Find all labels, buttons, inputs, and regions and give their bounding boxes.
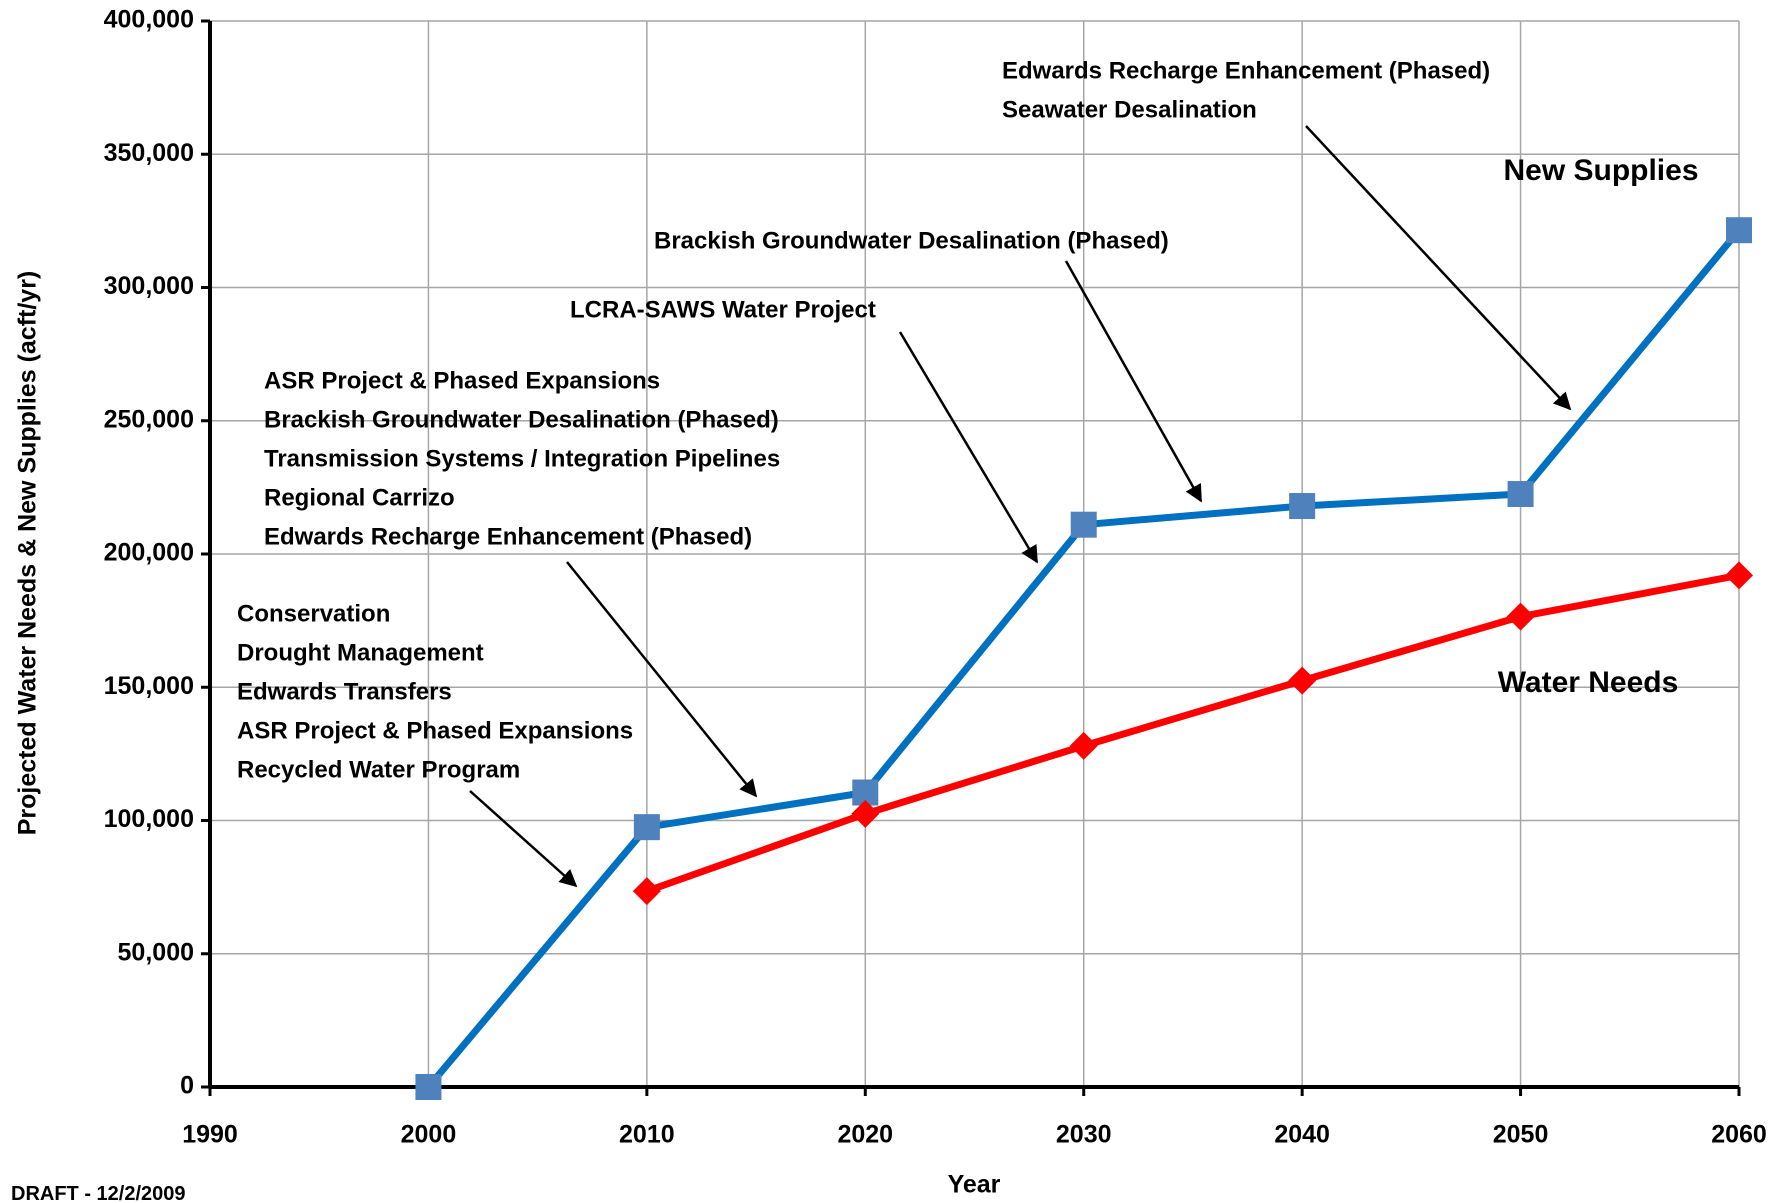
annotation: Edwards Transfers [237,678,452,705]
annotation: Edwards Recharge Enhancement (Phased) [1002,57,1490,84]
series-line [645,571,1740,895]
annotation: LCRA-SAWS Water Project [570,296,876,323]
marker [1507,481,1534,508]
y-tick-label: 150,000 [104,672,194,700]
annotation: Regional Carrizo [264,484,455,511]
y-tick-label: 200,000 [104,539,194,567]
x-tick-label: 2050 [1493,1121,1549,1149]
annotation-arrow [898,331,1039,564]
annotation: Conservation [237,600,390,627]
x-tick-label: 2030 [1056,1121,1112,1149]
y-tick-label: 400,000 [104,6,194,34]
x-tick-label: 2000 [401,1121,457,1149]
annotation: ASR Project & Phased Expansions [264,367,660,394]
marker [1726,217,1752,244]
y-tick-label: 100,000 [104,805,194,833]
y-tick-label: 300,000 [104,272,194,300]
annotation: Recycled Water Program [237,756,520,783]
annotation-arrow [1064,260,1203,503]
annotation-arrow [1305,125,1572,411]
annotation: Brackish Groundwater Desalination (Phase… [654,227,1169,254]
y-axis-title: Projected Water Needs & New Supplies (ac… [14,271,42,836]
y-tick-label: 0 [180,1072,194,1100]
marker [851,799,880,828]
annotation: Brackish Groundwater Desalination (Phase… [264,406,779,433]
marker [632,877,661,906]
annotation: ASR Project & Phased Expansions [237,717,633,744]
annotation: Seawater Desalination [1002,96,1257,123]
marker [1070,511,1097,538]
x-axis-title: Year [948,1171,1001,1199]
annotation: Transmission Systems / Integration Pipel… [264,445,780,472]
y-tick-label: 250,000 [104,405,194,433]
marker [1288,666,1317,695]
y-tick-label: 50,000 [118,938,194,966]
x-tick-label: 2020 [837,1121,893,1149]
annotation: Edwards Recharge Enhancement (Phased) [264,523,752,550]
marker [1289,493,1316,520]
x-tick-label: 2040 [1274,1121,1330,1149]
marker [1506,602,1535,631]
annotation-arrow [566,561,758,798]
marker [1069,731,1098,760]
series-label: Water Needs [1498,666,1679,699]
x-tick-label: 2060 [1711,1121,1767,1149]
marker [1725,561,1753,590]
marker [415,1074,442,1100]
y-tick-label: 350,000 [104,139,194,167]
annotation-arrow [469,790,578,888]
marker [633,814,660,841]
annotation: Drought Management [237,639,484,666]
series-label: New Supplies [1503,154,1698,187]
x-tick-label: 2010 [619,1121,675,1149]
footnote: DRAFT - 12/2/2009 [11,1183,186,1203]
x-tick-label: 1990 [182,1121,238,1149]
